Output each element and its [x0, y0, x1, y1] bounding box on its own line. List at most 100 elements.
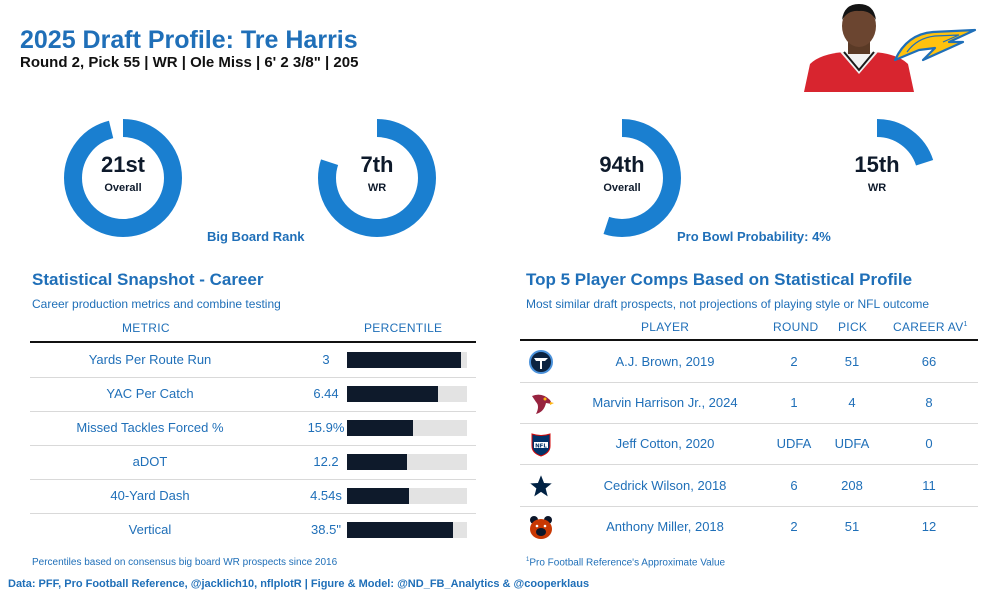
comp-player: A.J. Brown, 2019	[615, 354, 715, 369]
donut-ring	[318, 119, 436, 237]
comps-header-rule	[520, 339, 978, 341]
donut-rank: 21st	[100, 152, 146, 177]
comp-career-av: 8	[925, 395, 933, 411]
comp-row: NFL Jeff Cotton, 2020 UDFA UDFA 0	[520, 423, 978, 464]
percentile-bar	[347, 522, 453, 538]
comp-career-av: 11	[922, 477, 936, 493]
donut-big-board-overall: 21st Overall	[61, 116, 185, 240]
chargers-bolt-logo	[893, 28, 977, 62]
metric-value: 15.9%	[307, 420, 345, 435]
row-divider	[520, 423, 978, 425]
donut-ring	[563, 119, 681, 237]
metric-row: Missed Tackles Forced % 15.9%	[30, 411, 476, 445]
metric-row: YAC Per Catch 6.44	[30, 377, 476, 411]
metric-value: 4.54s	[310, 488, 342, 503]
donut-arc	[818, 119, 936, 237]
comp-row: Marvin Harrison Jr., 2024 1 4 8	[520, 382, 978, 423]
percentile-bar-track	[347, 522, 467, 538]
percentile-bar	[347, 488, 410, 504]
comp-round: 1	[790, 395, 798, 411]
metric-row: Vertical 38.5"	[30, 513, 476, 547]
col-career-av-label: CAREER AV	[893, 320, 964, 334]
metric-name: Vertical	[128, 522, 172, 537]
comps-footnote: 1Pro Football Reference's Approximate Va…	[526, 557, 725, 568]
page-subtitle: Round 2, Pick 55 | WR | Ole Miss | 6' 2 …	[20, 54, 359, 71]
donut-arc	[64, 119, 182, 237]
col-metric: METRIC	[122, 321, 170, 335]
donut-label: Overall	[603, 182, 641, 194]
row-divider	[520, 464, 978, 466]
metric-value: 6.44	[313, 386, 339, 401]
col-career-av: CAREER AV1	[893, 320, 968, 334]
comp-player: Cedrick Wilson, 2018	[603, 477, 727, 493]
cardinals-logo-icon	[528, 390, 554, 416]
metric-value: 3	[322, 352, 330, 367]
comp-row: Anthony Miller, 2018 2 51 12	[520, 506, 978, 547]
donut-rank: 7th	[360, 152, 394, 177]
percentile-bar	[347, 386, 439, 402]
donut-pro-bowl-overall: 94th Overall	[560, 116, 684, 240]
metric-row: 40-Yard Dash 4.54s	[30, 479, 476, 513]
comp-pick: 4	[848, 395, 856, 411]
donut-ring	[64, 119, 182, 237]
svg-text:NFL: NFL	[535, 444, 547, 450]
comp-row: A.J. Brown, 2019 2 51 66	[520, 341, 978, 382]
comp-career-av: 0	[925, 436, 933, 452]
comps-footnote-text: Pro Football Reference's Approximate Val…	[529, 557, 726, 569]
donut-label: WR	[867, 182, 887, 194]
row-divider	[30, 377, 476, 378]
big-board-caption: Big Board Rank	[207, 229, 305, 244]
bears-logo-icon	[528, 514, 554, 540]
row-divider	[520, 382, 978, 383]
comp-player: Jeff Cotton, 2020	[615, 436, 715, 452]
comp-pick: 51	[844, 518, 860, 534]
snapshot-subtitle: Career production metrics and combine te…	[32, 297, 281, 311]
metric-row: Yards Per Route Run 3	[30, 343, 476, 377]
comps-subtitle: Most similar draft prospects, not projec…	[526, 297, 930, 311]
donut-arc	[318, 119, 436, 237]
comp-career-av: 66	[921, 354, 937, 369]
comps-title: Top 5 Player Comps Based on Statistical …	[526, 270, 913, 289]
metric-value: 12.2	[313, 454, 339, 469]
row-divider	[30, 411, 476, 412]
cowboys-star-icon	[527, 472, 555, 499]
col-pick: PICK	[838, 320, 868, 334]
footnote-marker: 1	[526, 557, 530, 563]
metric-name: aDOT	[132, 454, 168, 469]
metric-row: aDOT 12.2	[30, 445, 476, 479]
row-divider	[30, 445, 476, 446]
percentile-bar-track	[347, 454, 467, 470]
donut-arc	[563, 119, 681, 237]
donut-rank: 15th	[854, 152, 900, 177]
comp-round: 2	[790, 518, 798, 534]
metric-name: 40-Yard Dash	[110, 488, 190, 503]
row-divider	[520, 505, 978, 507]
donut-ring	[818, 119, 936, 237]
percentile-bar	[347, 352, 461, 368]
comp-career-av: 12	[921, 518, 937, 534]
metric-name: Missed Tackles Forced %	[76, 420, 224, 435]
pro-bowl-caption: Pro Bowl Probability: 4%	[677, 229, 831, 244]
donut-big-board-wr: 7th WR	[315, 116, 439, 240]
percentile-bar-track	[347, 352, 467, 368]
footnote-marker: 1	[963, 321, 968, 328]
comp-round: 2	[790, 354, 798, 369]
comp-row: Cedrick Wilson, 2018 6 208 11	[520, 465, 978, 506]
nfl-shield-icon: NFL	[528, 431, 554, 457]
metric-name: YAC Per Catch	[106, 386, 194, 401]
player-headshot	[800, 2, 918, 92]
percentile-bar-track	[347, 488, 467, 504]
percentile-bar	[347, 420, 413, 436]
comp-player: Anthony Miller, 2018	[606, 518, 724, 534]
percentile-bar-track	[347, 420, 467, 436]
percentile-bar	[347, 454, 407, 470]
metric-name: Yards Per Route Run	[88, 352, 212, 367]
comp-pick: UDFA	[834, 436, 870, 452]
comp-pick: 51	[844, 354, 860, 369]
comp-round: 6	[790, 477, 798, 493]
snapshot-title: Statistical Snapshot - Career	[32, 270, 264, 289]
donut-pro-bowl-wr: 15th WR	[815, 116, 939, 240]
col-player: PLAYER	[641, 320, 690, 334]
source-credits: Data: PFF, Pro Football Reference, @jack…	[8, 578, 590, 590]
comp-round: UDFA	[776, 436, 812, 452]
